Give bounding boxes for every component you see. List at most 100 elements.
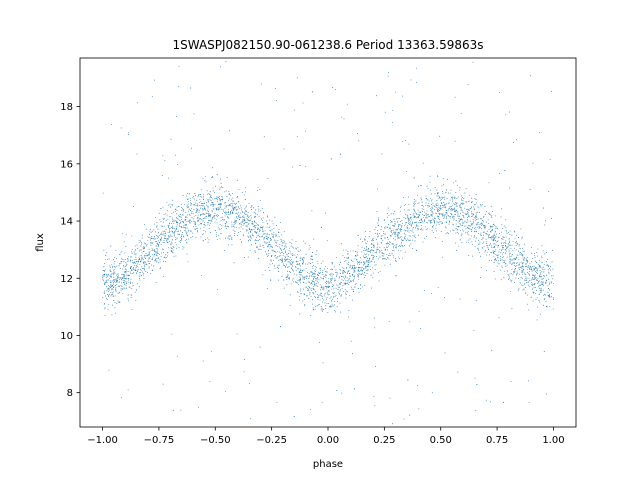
data-point [534, 287, 536, 288]
data-point [418, 214, 420, 216]
data-point [102, 270, 104, 272]
data-point [213, 216, 215, 218]
data-point [375, 366, 377, 367]
data-point [186, 231, 188, 233]
data-point [451, 214, 453, 215]
data-point [434, 218, 436, 220]
data-point [206, 215, 208, 217]
data-point [228, 191, 230, 193]
data-point [252, 225, 254, 227]
data-point [419, 211, 421, 213]
data-point [398, 250, 399, 252]
data-point [102, 277, 104, 279]
data-point [196, 228, 198, 229]
data-point [369, 257, 371, 259]
data-point [512, 271, 514, 272]
data-point [485, 249, 487, 251]
data-point [501, 248, 503, 250]
data-point [527, 265, 529, 267]
data-point [110, 285, 112, 287]
data-point [237, 213, 238, 215]
data-point [510, 279, 512, 281]
data-point [365, 270, 367, 271]
data-point [184, 204, 186, 206]
data-point [213, 208, 215, 210]
data-point [444, 205, 445, 207]
data-point [340, 311, 342, 313]
data-point [270, 244, 272, 246]
data-point [320, 269, 322, 271]
data-point [455, 180, 457, 182]
data-point [437, 216, 439, 218]
data-point [161, 175, 163, 177]
data-point [268, 227, 270, 229]
data-point [308, 276, 310, 278]
data-point [270, 260, 272, 262]
data-point [194, 229, 196, 230]
data-point [231, 212, 233, 214]
data-point [159, 234, 161, 236]
data-point [170, 206, 172, 208]
data-point [393, 232, 395, 234]
data-point [174, 231, 176, 233]
data-point [266, 232, 268, 234]
data-point [349, 282, 351, 284]
data-point [332, 269, 333, 270]
data-point [247, 219, 249, 221]
data-point [389, 241, 391, 243]
data-point [248, 223, 250, 225]
data-point [389, 397, 391, 399]
data-point [342, 254, 344, 256]
data-point [146, 263, 147, 265]
data-point [194, 193, 196, 195]
data-point [331, 263, 333, 265]
data-point [112, 292, 114, 294]
data-point [201, 207, 203, 209]
data-point [149, 230, 151, 232]
data-point [151, 250, 153, 252]
data-point [528, 273, 530, 274]
data-point [443, 184, 444, 186]
data-point [510, 244, 512, 246]
data-point [502, 248, 504, 250]
data-point [412, 235, 414, 237]
data-point [397, 236, 399, 237]
data-point [548, 266, 549, 268]
data-point [226, 196, 228, 198]
data-point [288, 277, 290, 279]
data-point [352, 266, 354, 268]
data-point [371, 254, 373, 256]
data-point [292, 269, 294, 270]
data-point [285, 265, 286, 267]
data-point [281, 261, 283, 263]
data-point [323, 295, 325, 297]
data-point [319, 284, 321, 286]
data-point [243, 257, 245, 259]
data-point [319, 272, 321, 274]
data-point [309, 281, 311, 283]
data-point [502, 247, 504, 248]
data-point [284, 258, 286, 260]
data-point [526, 263, 528, 265]
data-point [364, 238, 365, 240]
data-point [159, 268, 161, 270]
data-point [462, 210, 464, 212]
data-point [104, 281, 106, 283]
data-point [387, 245, 389, 247]
data-point [505, 250, 507, 252]
data-point [163, 256, 165, 258]
data-point [304, 277, 306, 279]
data-point [505, 247, 507, 249]
data-point [455, 202, 457, 204]
data-point [391, 221, 393, 223]
data-point [360, 284, 362, 286]
data-point [372, 237, 374, 239]
data-point [160, 239, 162, 241]
data-point [198, 194, 200, 195]
data-point [245, 222, 247, 223]
data-point [186, 242, 188, 244]
data-point [475, 215, 476, 217]
data-point [307, 288, 309, 290]
data-point [195, 237, 197, 239]
data-point [246, 221, 248, 223]
